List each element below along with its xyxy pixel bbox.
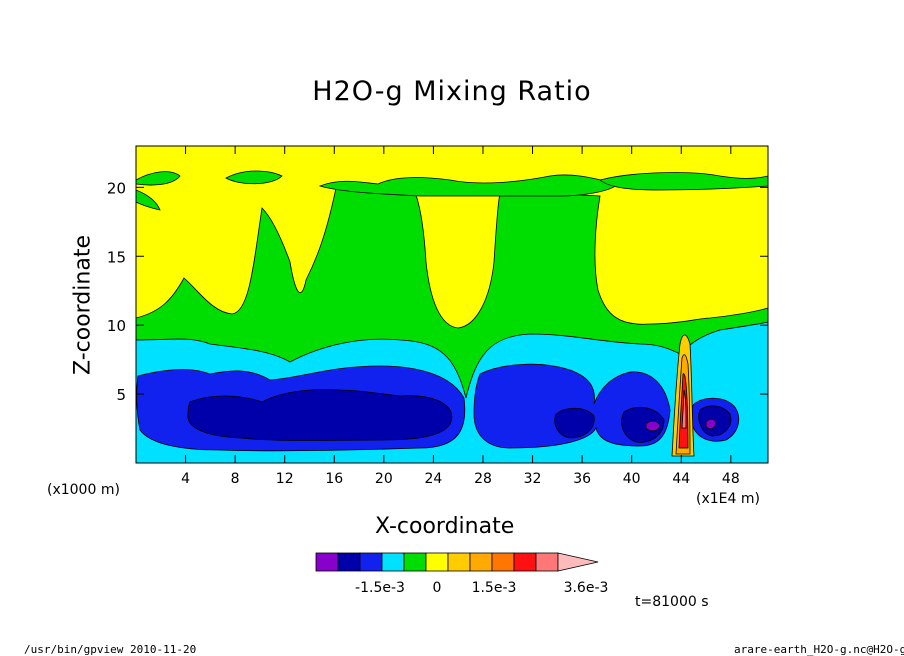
green-band-patch [136,189,161,211]
navy-core-region [187,389,453,441]
plot-frame [135,145,769,464]
colorbar-swatch [315,552,339,572]
green-band-patch [225,170,283,185]
y-tick-label: 5 [116,386,126,404]
chart-title: H2O-g Mixing Ratio [312,76,592,107]
blue-dry-region [473,363,671,449]
colorbar-extension-arrow [557,552,599,572]
x-axis-label: X-coordinate [375,514,515,539]
navy-core-region [554,407,595,439]
y-tick-label: 15 [107,248,126,266]
right-footer: arare-earth_H2O-g.nc@H2O-g [734,643,904,656]
colorbar-swatch [403,552,427,572]
x-tick-label: 24 [424,471,442,487]
left-footer: /usr/bin/gpview 2010-11-20 [24,643,197,656]
x-tick-label: 28 [474,471,492,487]
x-tick-label: 36 [573,471,591,487]
colorbar: -1.5e-3 0 1.5e-3 3.6e-3 [315,552,609,596]
x-tick-label: 12 [276,471,294,487]
colorbar-label: 1.5e-3 [472,580,517,596]
y-scale-note: (x1000 m) [47,482,120,498]
green-band-patch [599,172,768,191]
x-tick-label: 48 [722,471,740,487]
colorbar-label: 0 [433,580,442,596]
colorbar-swatch [337,552,361,572]
navy-core-region [621,406,665,443]
y-tick-label: 20 [107,179,126,197]
plume-pink [681,389,687,429]
colorbar-swatch [469,552,493,572]
time-annotation: t=81000 s [635,594,709,610]
colorbar-swatch [447,552,471,572]
colorbar-swatch [381,552,405,572]
x-tick-label: 20 [375,471,393,487]
x-tick-label: 40 [623,471,641,487]
colorbar-swatch [535,552,559,572]
contour-field [136,146,768,463]
colorbar-swatch [359,552,383,572]
x-tick-label: 32 [524,471,542,487]
x-tick-label: 16 [325,471,343,487]
x-tick-label: 8 [231,471,240,487]
purple-spot [645,420,661,432]
y-axis-label: Z-coordinate [70,235,96,375]
y-tick-label: 10 [107,317,126,335]
colorbar-label: -1.5e-3 [355,580,405,596]
green-band-patch [136,171,181,186]
colorbar-swatch [425,552,449,572]
purple-spot [705,418,717,430]
colorbar-swatch [491,552,515,572]
x-scale-note: (x1E4 m) [696,491,760,507]
x-tick-label: 44 [672,471,690,487]
green-band-patch [318,174,619,197]
x-tick-label: 4 [181,471,190,487]
colorbar-swatch [513,552,537,572]
colorbar-label: 3.6e-3 [564,580,609,596]
